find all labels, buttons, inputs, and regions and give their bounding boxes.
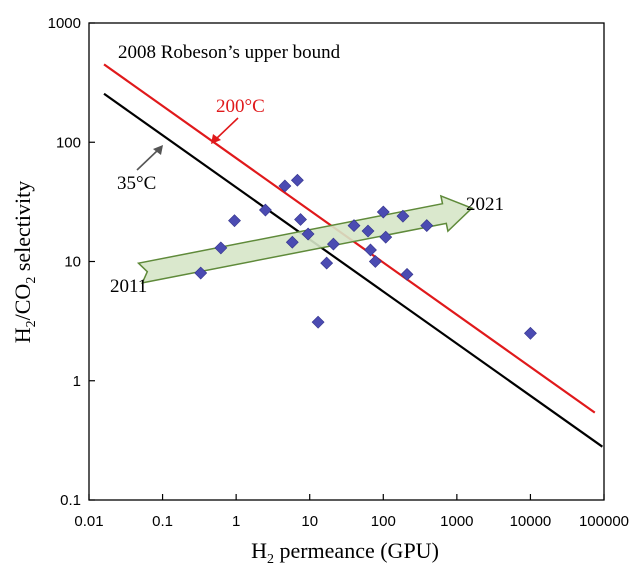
data-point [278,179,292,193]
annotation-35c: 35°C [117,173,156,194]
data-point [368,255,382,268]
data-point [376,205,390,219]
data-point [301,227,315,241]
x-tick-label: 10000 [510,513,552,530]
data-point [326,237,340,251]
pointer-arrow-200c [211,117,239,144]
upper-bound-line-35c [103,92,603,448]
data-point [258,203,272,217]
pointer-arrow-35c [136,145,163,171]
x-tick-label: 100000 [579,513,629,530]
data-point [364,243,377,257]
data-point [320,256,334,270]
y-tick-label: 1 [73,373,81,390]
annotation-2021: 2021 [466,194,504,215]
x-tick-label: 1 [232,513,240,530]
data-point [524,326,537,340]
data-point [311,315,325,329]
x-axis-title: H2 permeance (GPU) [251,538,439,567]
x-tick-label: 1000 [440,513,473,530]
trend-arrow [136,194,474,284]
data-point [214,241,228,255]
data-point [294,213,307,226]
data-points [194,173,537,340]
annotation-upper-bound: 2008 Robeson’s upper bound [118,42,341,63]
y-tick-label: 10 [64,254,81,271]
y-tick-label: 0.1 [60,492,81,509]
y-tick-label: 100 [56,134,81,151]
data-point [396,209,410,223]
x-tick-label: 100 [371,513,396,530]
data-point [361,224,375,238]
x-tick-label: 0.01 [74,513,103,530]
x-tick-label: 10 [301,513,318,530]
data-point [420,219,434,233]
annotation-2011: 2011 [110,276,147,297]
data-point [379,230,393,244]
y-tick-label: 1000 [48,15,81,32]
annotation-200c: 200°C [216,96,265,117]
data-point [228,214,241,228]
axis-ticks: 0.01 0.1 1 10 100 1000 10000 100000 0.1 1 10 100 100… [48,15,629,530]
data-point [347,219,361,233]
trend-arrow-layer [136,194,474,284]
data-point [285,235,299,249]
data-point [290,173,304,187]
data-point [194,266,208,280]
y-axis-title: H2/CO2 selectivity [10,181,39,344]
x-tick-label: 0.1 [152,513,173,530]
data-point [400,267,414,281]
